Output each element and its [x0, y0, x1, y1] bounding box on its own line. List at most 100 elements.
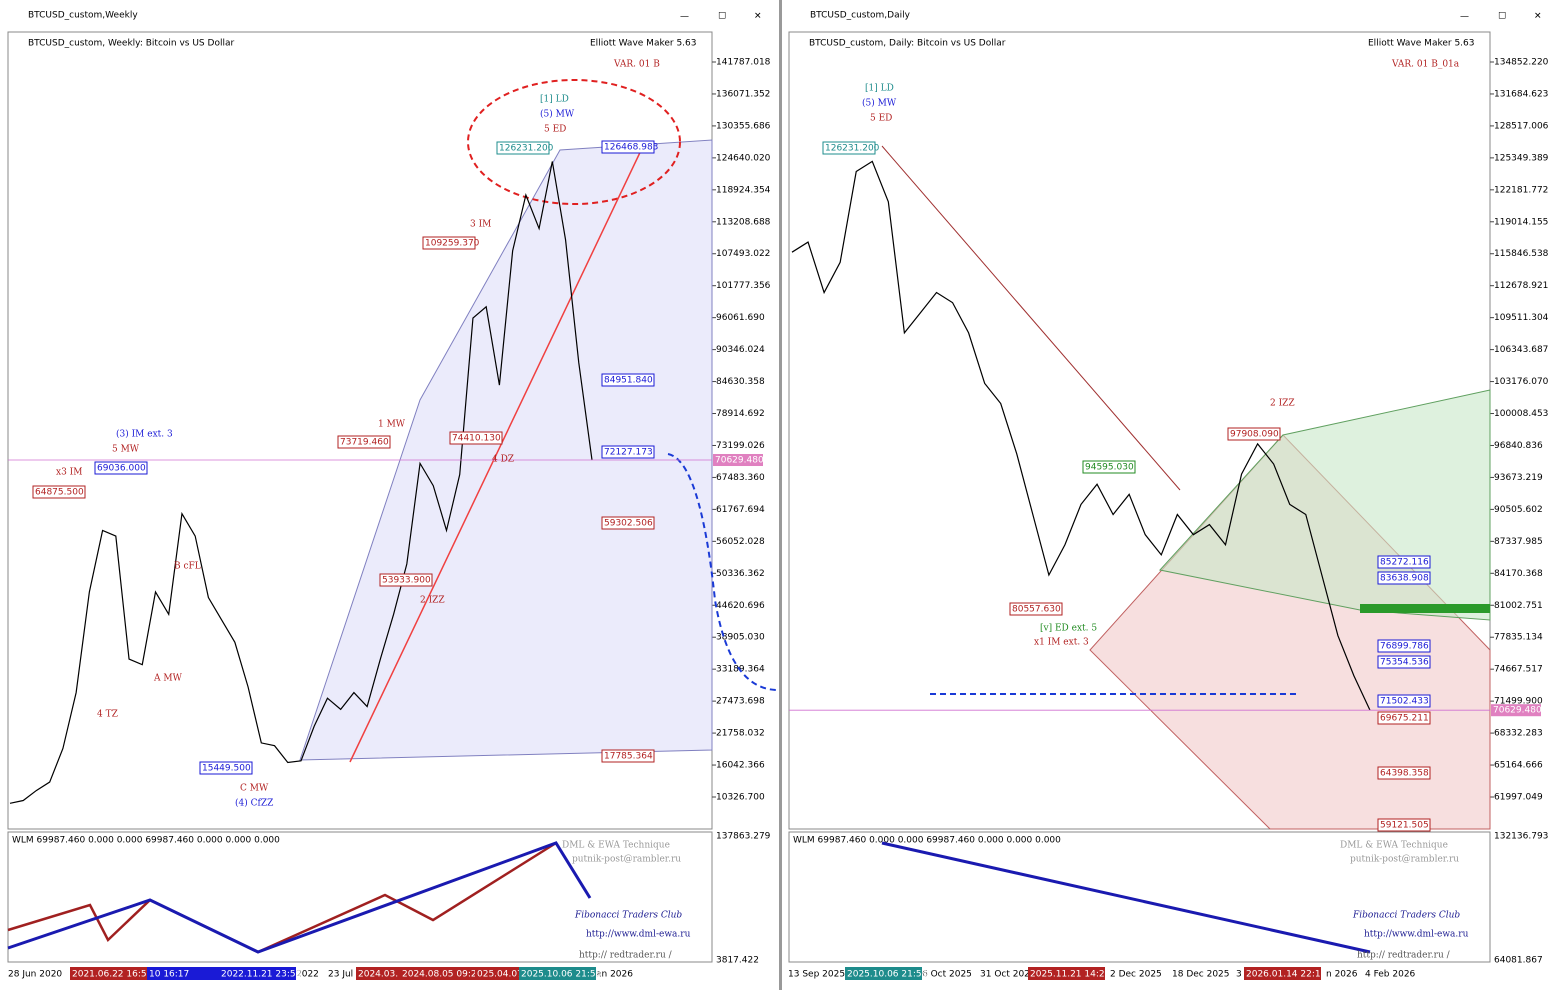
- date-tag-label: 025.04.07: [477, 970, 523, 980]
- price-line: [791, 160, 1371, 711]
- wave-label: A MW: [153, 674, 183, 684]
- indicator-tick: 137863.279: [716, 832, 771, 842]
- price-box: [379, 573, 433, 587]
- price-box: [94, 461, 148, 475]
- window-button[interactable]: ✕: [754, 12, 762, 22]
- wave-label: x3 IM: [56, 468, 82, 478]
- date-label: 2 Dec 2025: [1110, 970, 1162, 980]
- price-tick-label: 134852.220: [1494, 58, 1549, 68]
- watermark: DML & EWA Technique: [562, 841, 670, 851]
- date-label: 13 Sep 2025: [788, 970, 845, 980]
- window-divider: [779, 0, 782, 990]
- price-tick-label: 16042.366: [716, 761, 765, 771]
- price-box-label: 64398.358: [1380, 769, 1429, 779]
- price-tick-label: 81002.751: [1494, 601, 1543, 611]
- price-box-label: 75354.536: [1380, 658, 1429, 668]
- date-tag: [519, 967, 596, 980]
- current-price: 70629.480: [715, 456, 764, 466]
- date-label: n 2026: [1326, 970, 1358, 980]
- date-label: 31 Oct 202: [980, 970, 1030, 980]
- date-tag: [845, 967, 922, 980]
- date-tag-label: 2026.01.14 22:11: [1246, 970, 1326, 980]
- price-box-label: 72127.173: [604, 448, 653, 458]
- price-box-label: 97908.090: [1230, 430, 1279, 440]
- date-tag: [1028, 967, 1105, 980]
- date-label: 6 Oct 2025: [922, 970, 972, 980]
- date-label: an 2026: [596, 970, 633, 980]
- indicator-tick: 3817.422: [716, 956, 759, 966]
- wave-label: 5 ED: [870, 114, 892, 124]
- date-tag: [70, 967, 147, 980]
- price-tick-label: 67483.360: [716, 473, 765, 483]
- wave-label: (5) MW: [540, 109, 575, 120]
- wave-label: 5 ED: [544, 125, 566, 135]
- price-line: [9, 161, 593, 804]
- indicator-pane: [788, 831, 1491, 963]
- price-box: [1377, 818, 1431, 832]
- variant-label: VAR. 01 B_01a: [1391, 60, 1460, 70]
- price-tick-label: 106343.687: [1494, 345, 1548, 355]
- price-tick-label: 136071.352: [716, 89, 770, 99]
- price-box: [1377, 766, 1431, 780]
- wave-label: [v] ED ext. 5: [1040, 624, 1097, 634]
- date-tag: [147, 967, 224, 980]
- wave-label: [1] LD: [540, 95, 569, 105]
- wave-label: C MW: [240, 784, 269, 794]
- wave-label: x1 IM ext. 3: [1034, 638, 1089, 648]
- price-box: [422, 236, 476, 250]
- window-button[interactable]: ☐: [1498, 12, 1506, 22]
- zone: [1360, 604, 1490, 613]
- highlight-ellipse: [467, 79, 681, 205]
- price-box-label: 74410.130: [452, 434, 501, 444]
- watermark: http://www.dml-ewa.ru: [1364, 930, 1469, 940]
- price-box-label: 71502.433: [1380, 697, 1429, 707]
- price-tick-label: 131684.623: [1494, 89, 1548, 99]
- price-box-label: 85272.116: [1380, 558, 1429, 568]
- wave-label: 1 MW: [378, 420, 406, 430]
- price-box: [1377, 571, 1431, 585]
- date-tag-label: 2025.10.06 21:58: [847, 970, 928, 980]
- window-button[interactable]: ☐: [718, 12, 726, 22]
- price-tick-label: 87337.985: [1494, 537, 1543, 547]
- price-tick-label: 65164.666: [1494, 761, 1543, 771]
- indicator-pane: [7, 831, 713, 963]
- price-box: [1377, 694, 1431, 708]
- price-tick-label: 112678.921: [1494, 281, 1548, 291]
- ea-name: Elliott Wave Maker 5.63: [1368, 39, 1474, 49]
- current-price: 70629.480: [1493, 706, 1542, 716]
- wlm-blue: [7, 841, 592, 954]
- wave-label: 4 TZ: [97, 710, 118, 720]
- price-box-label: 69675.211: [1380, 714, 1429, 724]
- price-box: [1082, 460, 1136, 474]
- price-tick-label: 44620.696: [716, 601, 765, 611]
- trend-line: [349, 141, 646, 763]
- wave-label: (4) CfZZ: [235, 798, 273, 809]
- price-tick-label: 96840.836: [1494, 441, 1543, 451]
- price-box-label: 69036.000: [97, 464, 146, 474]
- price-box-label: 109259.370: [425, 239, 480, 249]
- date-tag: [400, 967, 477, 980]
- price-box: [32, 485, 86, 499]
- window-button[interactable]: —: [1460, 12, 1469, 22]
- indicator-tick: 64081.867: [1494, 956, 1543, 966]
- wave-label: 4 DZ: [492, 455, 514, 465]
- price-tick-label: 68332.283: [1494, 729, 1543, 739]
- price-box: [337, 435, 391, 449]
- watermark: http://www.dml-ewa.ru: [586, 930, 691, 940]
- window-title: BTCUSD_custom,Weekly: [28, 11, 138, 21]
- window-button[interactable]: ✕: [1534, 12, 1542, 22]
- price-box: [601, 445, 655, 459]
- ea-name: Elliott Wave Maker 5.63: [590, 39, 696, 49]
- indicator-tick: 132136.793: [1494, 832, 1548, 842]
- date-tag-label: 2024.03.: [358, 970, 398, 980]
- watermark: putnik-post@rambler.ru: [1350, 855, 1459, 865]
- price-box: [601, 373, 655, 387]
- price-tick-label: 38905.030: [716, 633, 765, 643]
- window-button[interactable]: —: [680, 12, 689, 22]
- chart-header: BTCUSD_custom, Weekly: Bitcoin vs US Dol…: [28, 39, 234, 49]
- price-tick-label: 74667.517: [1494, 665, 1543, 675]
- price-tick-label: 101777.356: [716, 281, 771, 291]
- window-title: BTCUSD_custom,Daily: [810, 11, 911, 21]
- wave-label: 5 MW: [112, 445, 140, 455]
